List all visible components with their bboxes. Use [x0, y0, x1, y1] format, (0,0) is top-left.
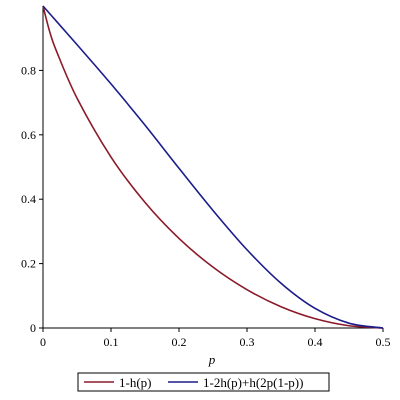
y-tick-label: 0.4 [21, 192, 36, 206]
series-line-1 [42, 5, 384, 329]
x-tick-label: 0 [40, 335, 46, 349]
y-ticks: 0 0.2 0.4 0.6 0.8 [21, 63, 43, 335]
x-tick-label: 0.5 [376, 335, 391, 349]
legend: 1-h(p) 1-2h(p)+h(2p(1-p)) [77, 372, 330, 392]
y-tick-label: 0 [30, 321, 36, 335]
legend-label-series-1: 1-h(p) [119, 375, 152, 390]
x-tick-label: 0.2 [172, 335, 187, 349]
x-tick-label: 0.1 [104, 335, 119, 349]
legend-box [77, 372, 330, 392]
x-tick-label: 0.3 [240, 335, 255, 349]
x-axis-label: p [208, 352, 216, 367]
y-tick-label: 0.6 [21, 128, 36, 142]
x-tick-label: 0.4 [308, 335, 323, 349]
y-tick-label: 0.8 [21, 63, 36, 77]
series-line-2 [42, 5, 384, 329]
legend-label-series-2: 1-2h(p)+h(2p(1-p)) [203, 375, 303, 390]
y-tick-label: 0.2 [21, 257, 36, 271]
series-layer [42, 5, 384, 329]
axes [42, 6, 383, 329]
x-ticks: 0 0.1 0.2 0.3 0.4 0.5 [40, 328, 391, 349]
